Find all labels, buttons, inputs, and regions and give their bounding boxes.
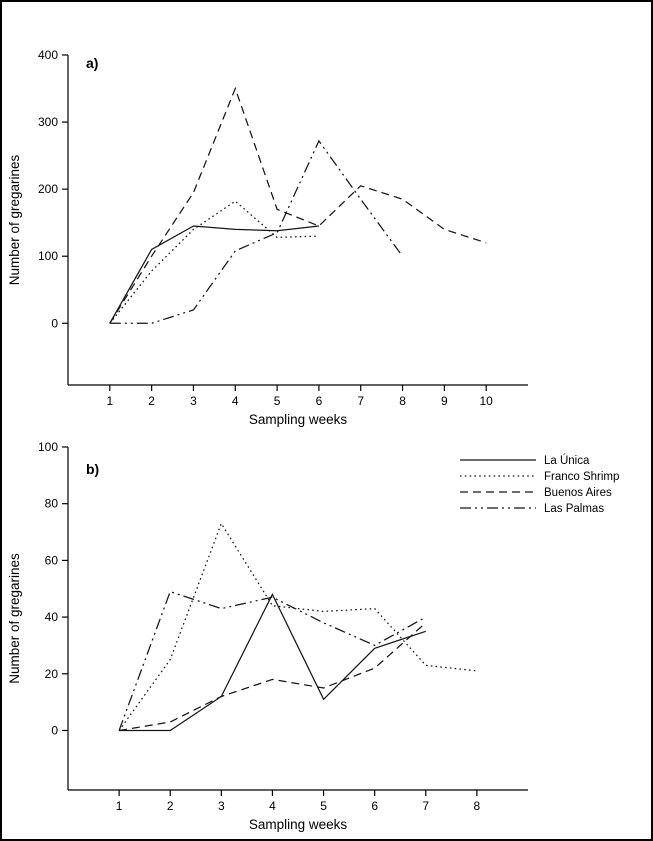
panel-b-series-line-franco-shrimp [118, 522, 477, 731]
panel-a-x-tick-label: 8 [399, 394, 406, 408]
panel-b-x-axis-title: Sampling weeks [249, 817, 348, 832]
panel-a-series-line-buenos-aires [109, 86, 487, 324]
panel-b-x-tick-label: 6 [371, 799, 378, 813]
panel-a-y-tick-label: 0 [51, 316, 58, 330]
panel-b-y-axis-title: Number of gregarines [7, 553, 22, 684]
panel-b-series-line-buenos-aires [118, 622, 427, 732]
legend-label-la-unica: La Única [544, 454, 590, 467]
panel-a-series-line-la-unica [109, 225, 319, 324]
panel-b-series-line-la-unica [119, 592, 426, 732]
panel-a-series-line-franco-shrimp [109, 200, 319, 324]
panel-a-y-tick-label: 300 [38, 115, 58, 129]
panel-b-x-tick-label: 4 [269, 799, 276, 813]
panel-a-y-tick-label: 400 [38, 48, 58, 62]
panel-a-x-tick-label: 3 [190, 394, 197, 408]
chart-panel-b: 0 20 40 60 80 100 1 2 3 4 5 6 7 8 b) Number of gregarin… [7, 440, 619, 832]
panel-b-y-tick-label: 80 [45, 497, 59, 511]
panel-b-label: b) [86, 461, 99, 477]
panel-b-x-tick-label: 7 [422, 799, 429, 813]
panel-b-y-tick-label: 0 [51, 723, 58, 737]
legend-label-las-palmas: Las Palmas [544, 503, 604, 515]
panel-b-y-tick-label: 60 [45, 553, 59, 567]
panel-a-y-tick-label: 100 [38, 249, 58, 263]
panel-a-y-tick-label: 200 [38, 182, 58, 196]
panel-b-y-tick-label: 100 [38, 440, 58, 454]
panel-a-x-tick-label: 7 [357, 394, 364, 408]
panel-a-x-tick-label: 6 [316, 394, 323, 408]
panel-b-x-tick-label: 2 [167, 799, 174, 813]
legend: La Única Franco Shrimp Buenos Aires Las Pal… [460, 454, 619, 515]
panel-a-series-line-las-palmas [109, 139, 404, 324]
panel-b-series-line-las-palmas [118, 590, 427, 731]
legend-label-franco-shrimp: Franco Shrimp [544, 471, 619, 483]
panel-a-x-tick-label: 2 [148, 394, 155, 408]
panel-b-x-tick-label: 1 [116, 799, 123, 813]
panel-b-x-tick-label: 8 [474, 799, 481, 813]
panel-a-x-axis-title: Sampling weeks [249, 412, 348, 427]
panel-a-x-tick-label: 4 [232, 394, 239, 408]
panel-b-y-tick-label: 20 [45, 667, 59, 681]
chart-panel-a: 0 100 200 300 400 1 2 3 4 5 6 7 8 9 10 a) Number of greg… [7, 48, 528, 427]
panel-a-x-tick-label: 1 [106, 394, 113, 408]
panel-a-x-tick-label: 10 [480, 394, 494, 408]
panel-b-x-tick-label: 5 [320, 799, 327, 813]
panel-a-x-tick-label: 5 [274, 394, 281, 408]
panel-a-y-axis-title: Number of gregarines [7, 154, 22, 285]
panel-b-y-tick-label: 40 [45, 610, 59, 624]
panel-a-label: a) [86, 55, 98, 71]
legend-label-buenos-aires: Buenos Aires [544, 487, 612, 499]
panel-b-x-tick-label: 3 [218, 799, 225, 813]
panel-a-x-tick-label: 9 [441, 394, 448, 408]
